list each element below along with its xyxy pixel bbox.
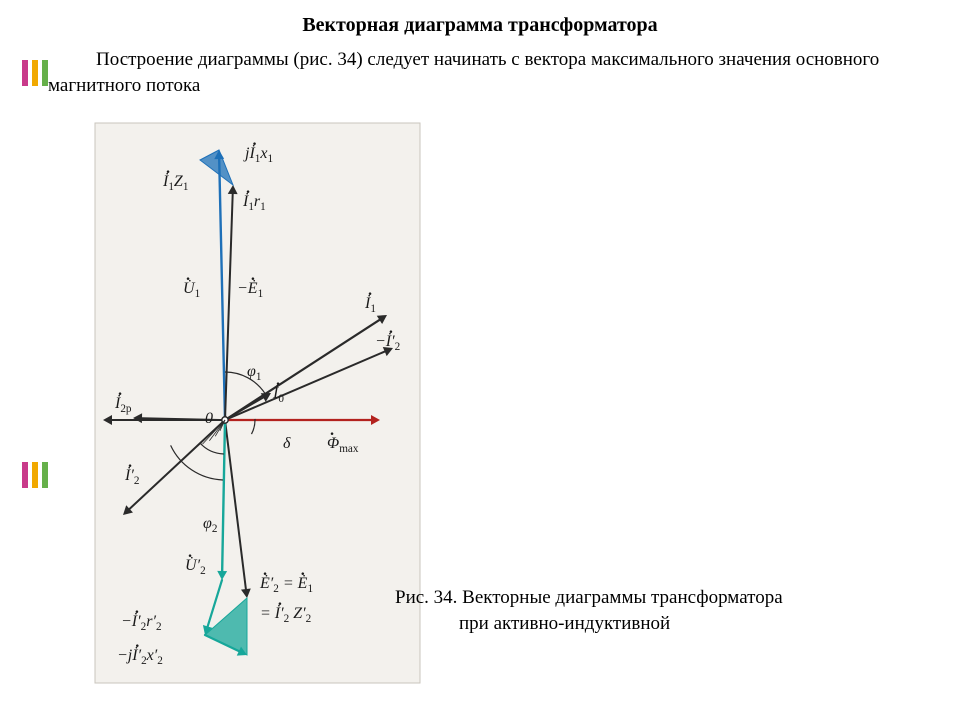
vec-label-negjI2x2: −jİ′2x′2 <box>117 647 163 667</box>
vec-label-E2eq: Ė′2 = Ė1 <box>260 575 313 595</box>
vec-label-negI2r2: −İ′2r′2 <box>121 613 162 633</box>
vec-label-phimax: Φmax <box>327 435 358 455</box>
vec-label-negI2p: −İ′2 <box>375 333 400 353</box>
page-title: Векторная диаграмма трансформатора <box>0 0 960 37</box>
vec-label-I0: İ0 <box>273 385 284 405</box>
vec-label-I2z2: = İ′2 Z′2 <box>260 605 311 625</box>
vec-label-I1r1: İ1r1 <box>243 193 266 213</box>
vec-label-delta: δ <box>283 435 290 453</box>
accent-bars-lower <box>22 462 52 493</box>
vec-label-I2p_left: İ2p <box>115 395 132 415</box>
vec-label-U2: U̇′2 <box>185 557 206 577</box>
figure-caption: Рис. 34. Векторные диаграммы трансформат… <box>395 585 783 636</box>
vec-label-negE1: −Ė1 <box>237 280 263 300</box>
caption-line-2: при активно-индуктивной <box>395 611 783 637</box>
vec-label-phi1arc: φ1 <box>247 363 261 383</box>
vec-label-I2left: İ′2 <box>125 467 139 487</box>
vec-label-I1z1: İ1Z1 <box>163 173 188 193</box>
vec-label-I1: İ1 <box>365 295 376 315</box>
accent-bars-top <box>22 60 52 91</box>
caption-line-1: Рис. 34. Векторные диаграммы трансформат… <box>395 585 783 611</box>
intro-paragraph: Построение диаграммы (рис. 34) следует н… <box>0 37 960 98</box>
vec-label-phi2: φ2 <box>203 515 217 535</box>
vec-label-U1: U̇1 <box>183 280 200 300</box>
vec-label-jI1x1: jİ1x1 <box>245 145 273 165</box>
vec-label-origin0: 0 <box>205 410 213 428</box>
